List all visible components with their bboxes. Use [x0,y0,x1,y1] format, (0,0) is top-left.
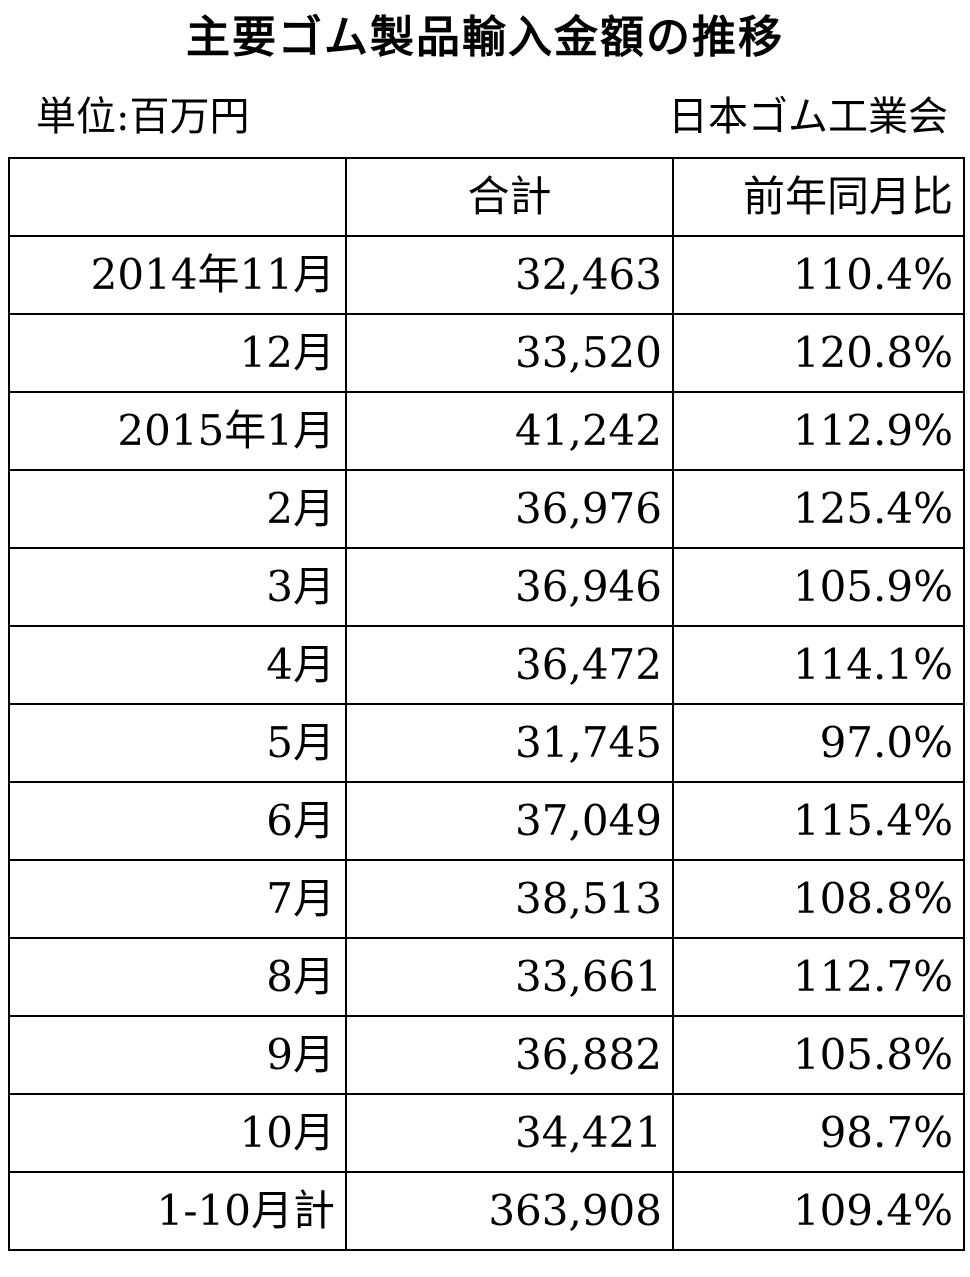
table-cell: 108.8% [672,859,965,939]
table-cell: 8月 [8,937,347,1017]
table-cell: 32,463 [345,235,674,315]
table-cell: 2014年11月 [8,235,347,315]
table-row: 12月 33,520 120.8% [8,313,965,393]
table-cell: 41,242 [345,391,674,471]
table-cell: 33,661 [345,937,674,1017]
data-table: 合計 前年同月比 2014年11月 32,463 110.4% 12月 33,520 120… [8,157,965,1251]
table-cell: 105.8% [672,1015,965,1095]
table-cell: 2015年1月 [8,391,347,471]
source-label: 日本ゴム工業会 [668,94,948,140]
table-cell: 34,421 [345,1093,674,1173]
table-cell: 36,946 [345,547,674,627]
table-cell: 3月 [8,547,347,627]
table-row: 7月 38,513 108.8% [8,859,965,939]
table-cell: 98.7% [672,1093,965,1173]
table-cell: 37,049 [345,781,674,861]
table-row: 3月 36,946 105.9% [8,547,965,627]
table-cell: 125.4% [672,469,965,549]
table-row: 2月 36,976 125.4% [8,469,965,549]
table-cell: 5月 [8,703,347,783]
table-cell: 9月 [8,1015,347,1095]
title: 主要ゴム製品輸入金額の推移 [186,12,784,63]
table-cell: 36,472 [345,625,674,705]
unit-label: 単位:百万円 [36,94,250,140]
table-cell: 4月 [8,625,347,705]
table-cell: 38,513 [345,859,674,939]
table-cell: 33,520 [345,313,674,393]
table-cell: 109.4% [672,1171,965,1251]
table-cell: 31,745 [345,703,674,783]
table-row: 2014年11月 32,463 110.4% [8,235,965,315]
table-cell: 112.9% [672,391,965,471]
table-row: 1-10月計 363,908 109.4% [8,1171,965,1251]
table-cell: 2月 [8,469,347,549]
table-row: 5月 31,745 97.0% [8,703,965,783]
header-cell: 合計 [345,157,674,237]
header-row: 合計 前年同月比 [8,157,965,237]
table-cell: 114.1% [672,625,965,705]
table-cell: 97.0% [672,703,965,783]
table-cell: 12月 [8,313,347,393]
table-cell: 110.4% [672,235,965,315]
table-body: 2014年11月 32,463 110.4% 12月 33,520 120.8% 2015年… [8,235,965,1251]
table-row: 6月 37,049 115.4% [8,781,965,861]
table-cell: 36,976 [345,469,674,549]
table-cell: 112.7% [672,937,965,1017]
table-row: 4月 36,472 114.1% [8,625,965,705]
table-row: 2015年1月 41,242 112.9% [8,391,965,471]
table-cell: 36,882 [345,1015,674,1095]
table-cell: 120.8% [672,313,965,393]
table-cell: 10月 [8,1093,347,1173]
table-cell: 1-10月計 [8,1171,347,1251]
table-row: 9月 36,882 105.8% [8,1015,965,1095]
header-cell [8,157,347,237]
table-cell: 6月 [8,781,347,861]
table-cell: 115.4% [672,781,965,861]
table-row: 8月 33,661 112.7% [8,937,965,1017]
table-row: 10月 34,421 98.7% [8,1093,965,1173]
table-cell: 105.9% [672,547,965,627]
table-cell: 363,908 [345,1171,674,1251]
header-cell: 前年同月比 [672,157,965,237]
table-cell: 7月 [8,859,347,939]
